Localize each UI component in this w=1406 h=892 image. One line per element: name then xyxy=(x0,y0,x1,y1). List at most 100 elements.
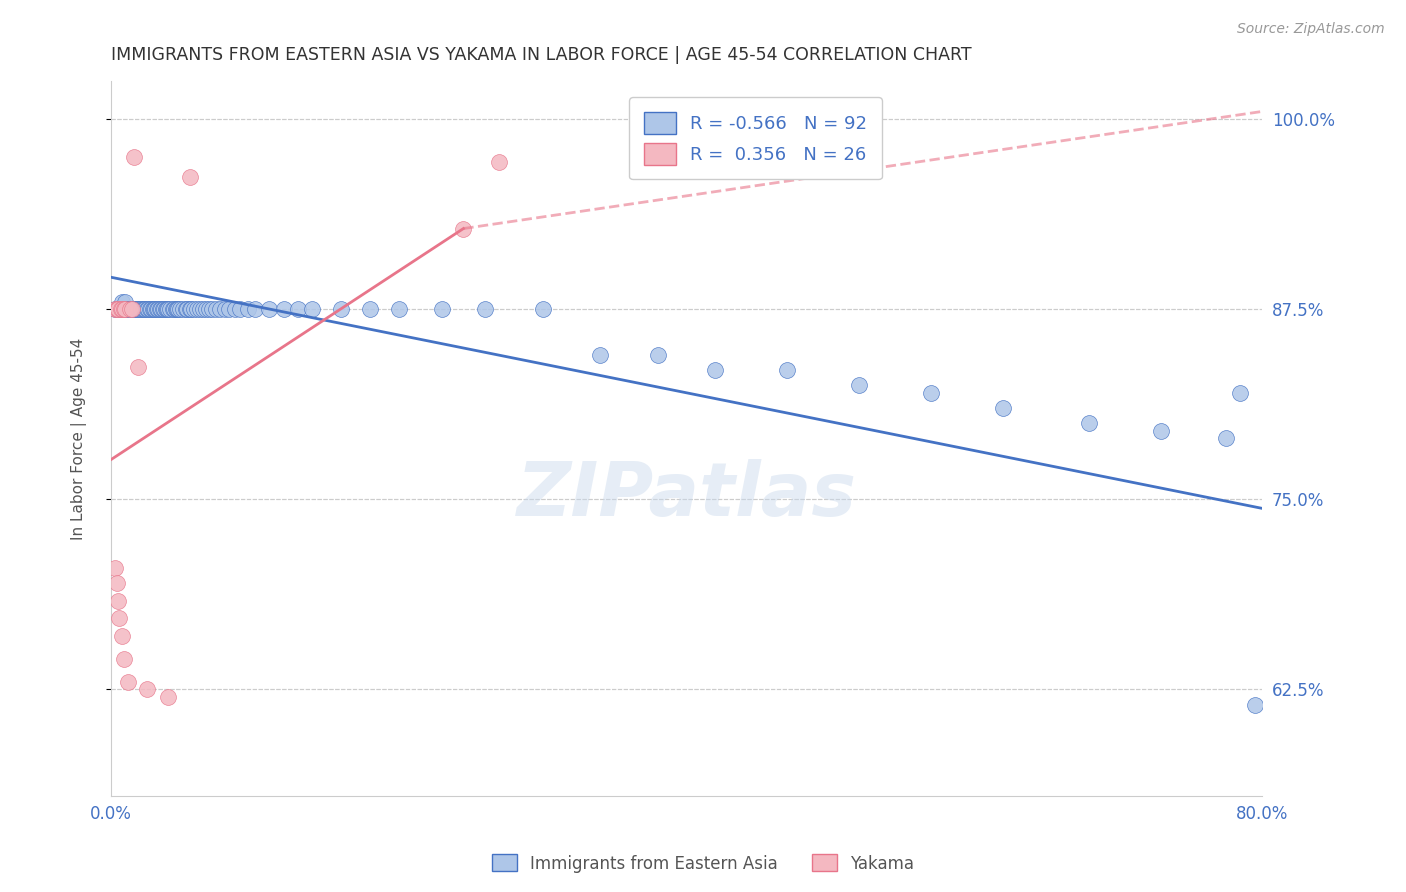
Point xyxy=(176,302,198,317)
Point xyxy=(143,302,166,317)
Point xyxy=(991,401,1014,415)
Point xyxy=(122,150,145,164)
Point xyxy=(531,302,554,317)
Point xyxy=(135,302,157,317)
Point xyxy=(124,302,146,317)
Point xyxy=(200,302,222,317)
Point xyxy=(118,302,141,317)
Point xyxy=(301,302,323,317)
Point xyxy=(132,302,155,317)
Point xyxy=(704,363,727,377)
Point xyxy=(194,302,217,317)
Point xyxy=(145,302,167,317)
Point xyxy=(104,302,127,317)
Point xyxy=(104,302,127,317)
Point xyxy=(257,302,280,317)
Point xyxy=(474,302,496,317)
Point xyxy=(169,302,191,317)
Point xyxy=(114,294,136,309)
Point xyxy=(647,348,669,362)
Point xyxy=(273,302,295,317)
Text: ZIPatlas: ZIPatlas xyxy=(516,459,856,533)
Point xyxy=(218,302,240,317)
Point xyxy=(105,302,128,317)
Point xyxy=(117,302,139,317)
Point xyxy=(138,302,160,317)
Point xyxy=(180,302,202,317)
Point xyxy=(149,302,172,317)
Point xyxy=(172,302,194,317)
Point xyxy=(118,302,141,317)
Point xyxy=(135,682,157,697)
Point xyxy=(118,302,141,317)
Point xyxy=(1229,385,1251,400)
Point xyxy=(920,385,942,400)
Point xyxy=(163,302,186,317)
Point xyxy=(229,302,252,317)
Point xyxy=(209,302,232,317)
Point xyxy=(110,302,132,317)
Point xyxy=(191,302,214,317)
Point xyxy=(159,302,181,317)
Point xyxy=(224,302,246,317)
Point xyxy=(110,302,132,317)
Point xyxy=(127,359,149,374)
Point xyxy=(128,302,150,317)
Point xyxy=(179,302,201,317)
Point xyxy=(107,594,129,608)
Legend: Immigrants from Eastern Asia, Yakama: Immigrants from Eastern Asia, Yakama xyxy=(485,847,921,880)
Point xyxy=(111,629,134,643)
Point xyxy=(120,302,142,317)
Point xyxy=(121,302,143,317)
Point xyxy=(107,302,129,317)
Point xyxy=(287,302,309,317)
Point xyxy=(104,560,127,574)
Point xyxy=(142,302,165,317)
Point xyxy=(121,302,143,317)
Point xyxy=(146,302,169,317)
Point xyxy=(117,674,139,689)
Point xyxy=(589,348,612,362)
Point xyxy=(108,611,131,625)
Point xyxy=(243,302,266,317)
Text: Source: ZipAtlas.com: Source: ZipAtlas.com xyxy=(1237,22,1385,37)
Point xyxy=(1078,416,1101,430)
Point xyxy=(152,302,174,317)
Point xyxy=(776,363,799,377)
Point xyxy=(488,154,510,169)
Point xyxy=(157,690,180,704)
Point xyxy=(197,302,219,317)
Point xyxy=(174,302,197,317)
Point xyxy=(167,302,190,317)
Point xyxy=(236,302,259,317)
Point xyxy=(165,302,187,317)
Point xyxy=(848,378,870,392)
Point xyxy=(111,294,134,309)
Point xyxy=(162,302,184,317)
Point xyxy=(115,302,138,317)
Text: IMMIGRANTS FROM EASTERN ASIA VS YAKAMA IN LABOR FORCE | AGE 45-54 CORRELATION CH: IMMIGRANTS FROM EASTERN ASIA VS YAKAMA I… xyxy=(111,46,972,64)
Point xyxy=(129,302,152,317)
Point xyxy=(157,302,180,317)
Point xyxy=(155,302,177,317)
Point xyxy=(112,302,135,317)
Point xyxy=(148,302,170,317)
Point xyxy=(153,302,176,317)
Point xyxy=(122,302,145,317)
Point xyxy=(179,169,201,184)
Point xyxy=(111,302,134,317)
Point xyxy=(136,302,159,317)
Point xyxy=(112,652,135,666)
Point xyxy=(330,302,353,317)
Point xyxy=(134,302,156,317)
Point xyxy=(112,302,135,317)
Point xyxy=(183,302,205,317)
Point xyxy=(105,575,128,590)
Point xyxy=(125,302,148,317)
Point xyxy=(388,302,411,317)
Point xyxy=(127,302,149,317)
Point xyxy=(205,302,228,317)
Point xyxy=(430,302,453,317)
Point xyxy=(108,302,131,317)
Point xyxy=(114,302,136,317)
